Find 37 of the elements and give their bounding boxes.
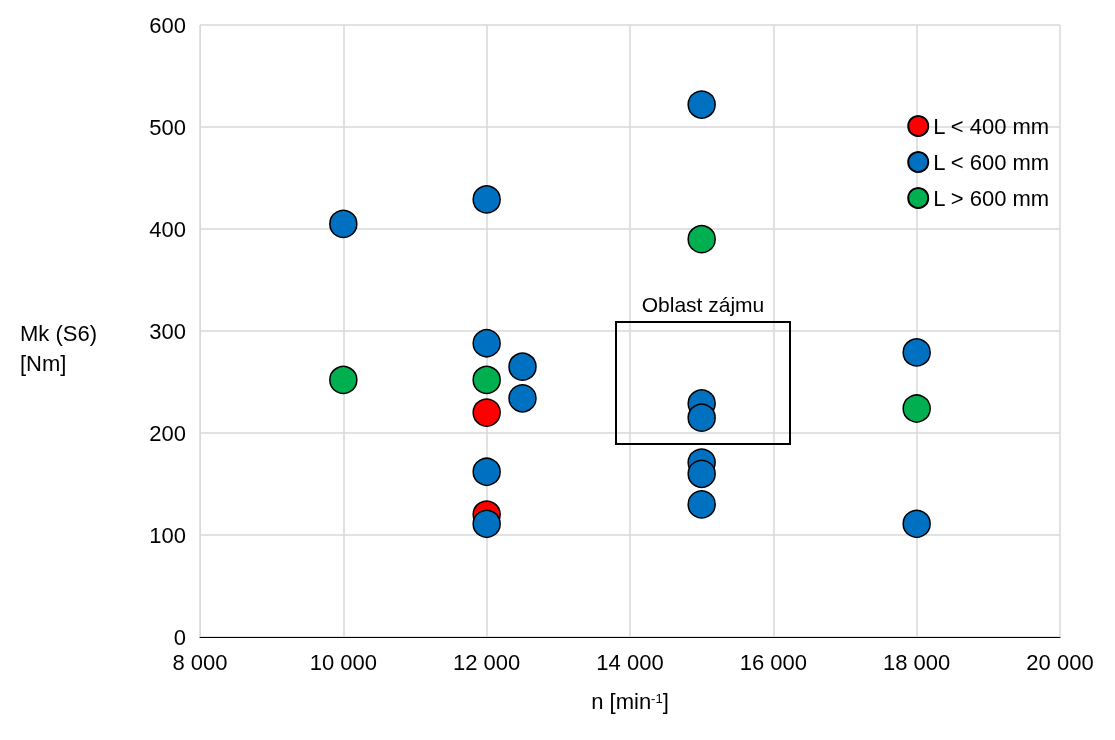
point bbox=[687, 90, 716, 119]
x-tick-label: 20 000 bbox=[1026, 649, 1094, 675]
x-tick-label: 16 000 bbox=[739, 649, 807, 675]
x-tick-label: 18 000 bbox=[883, 649, 951, 675]
point bbox=[687, 490, 716, 519]
x-tick-label: 12 000 bbox=[453, 649, 521, 675]
y-axis-title: Mk (S6) [Nm] bbox=[20, 320, 104, 376]
point bbox=[902, 509, 931, 539]
y-tick-label: 600 bbox=[149, 12, 186, 38]
point bbox=[687, 459, 716, 489]
legend-label: L < 600 mm bbox=[933, 149, 1050, 175]
point bbox=[472, 185, 501, 214]
point bbox=[472, 365, 501, 395]
y-tick-label: 400 bbox=[149, 216, 186, 242]
x-tick-label: 10 000 bbox=[309, 649, 377, 675]
point bbox=[508, 384, 537, 413]
legend-label: L > 600 mm bbox=[933, 185, 1050, 211]
y-tick-label: 500 bbox=[149, 114, 186, 140]
point bbox=[472, 509, 501, 539]
point bbox=[329, 209, 358, 239]
x-tick-label: 14 000 bbox=[596, 649, 664, 675]
point bbox=[902, 338, 931, 367]
legend-label: L < 400 mm bbox=[933, 113, 1050, 139]
point bbox=[687, 403, 716, 432]
point bbox=[472, 398, 501, 427]
y-tick-label: 0 bbox=[173, 624, 186, 650]
point bbox=[508, 352, 537, 381]
y-tick-label: 100 bbox=[149, 522, 186, 548]
y-tick-label: 300 bbox=[149, 318, 186, 344]
x-tick-label: 8 000 bbox=[172, 649, 228, 675]
annotation: Oblast zájmu bbox=[641, 293, 765, 316]
point bbox=[687, 224, 716, 254]
point bbox=[472, 329, 501, 358]
point bbox=[329, 365, 358, 395]
point bbox=[472, 457, 501, 486]
y-tick-label: 200 bbox=[149, 420, 186, 446]
point bbox=[902, 394, 931, 423]
